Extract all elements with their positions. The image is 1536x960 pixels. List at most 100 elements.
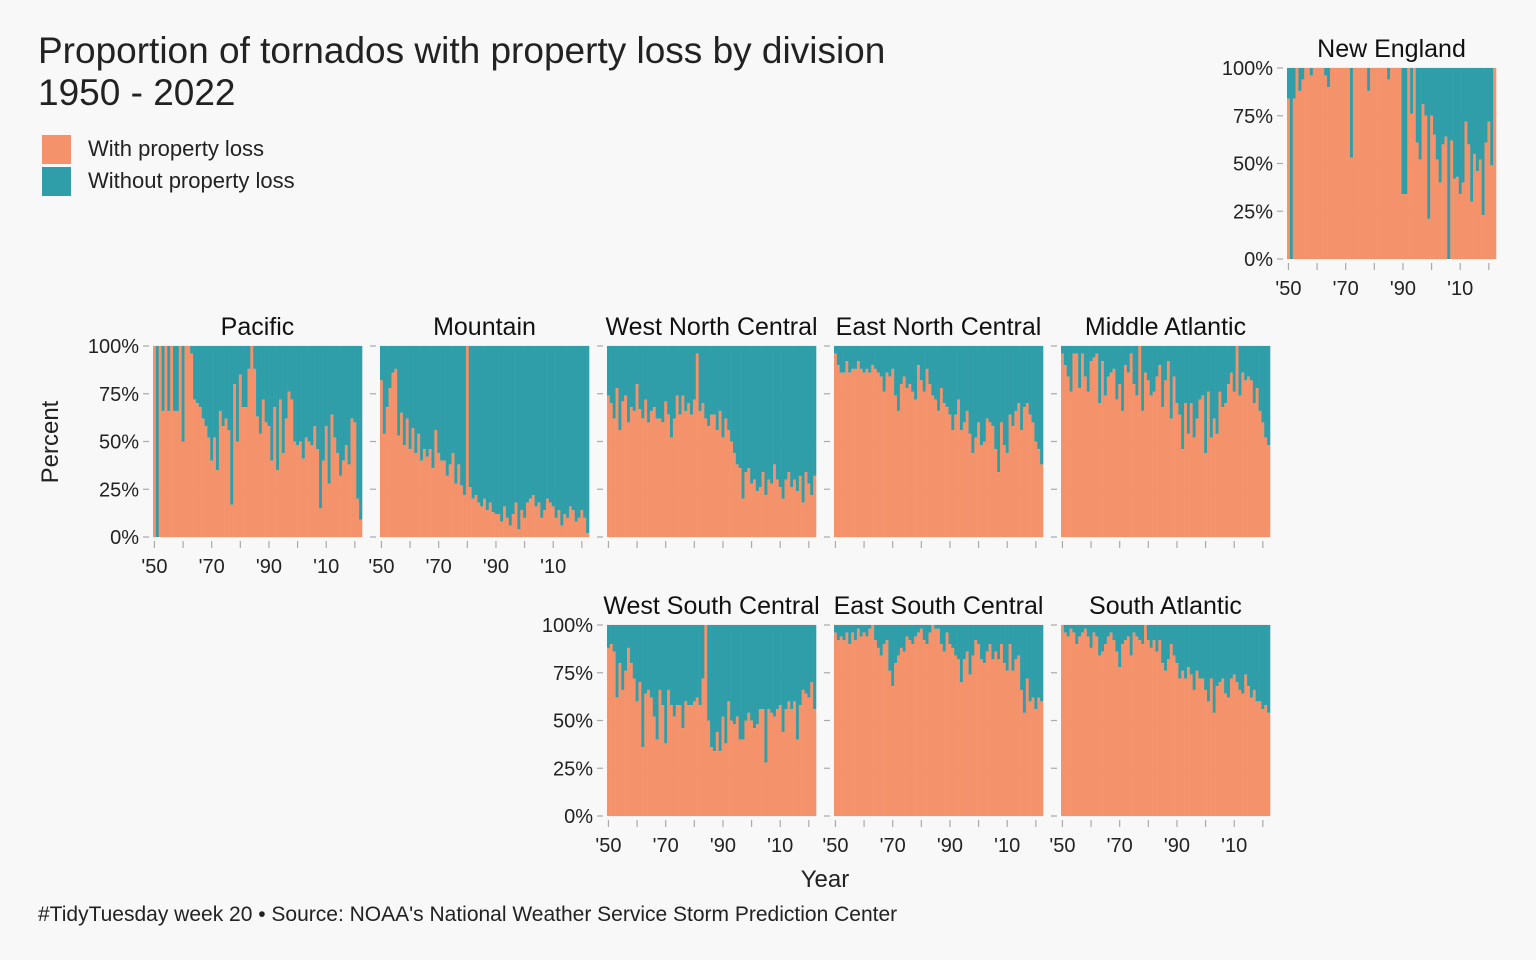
bar-with-loss: [1487, 121, 1491, 259]
bar-with-loss: [954, 655, 958, 816]
bar-with-loss: [868, 628, 872, 816]
bar-without-loss: [316, 346, 320, 450]
legend-swatch-with-loss: [42, 134, 71, 164]
bar-with-loss: [477, 502, 481, 537]
bar-without-loss: [333, 346, 337, 438]
bar-with-loss: [1204, 689, 1208, 816]
bar-without-loss: [1229, 625, 1234, 679]
bar-with-loss: [1481, 215, 1485, 259]
bar-without-loss: [221, 346, 225, 427]
bar-without-loss: [1092, 346, 1096, 358]
bar-with-loss: [730, 720, 734, 816]
bar-without-loss: [1175, 625, 1179, 664]
bar-without-loss: [612, 346, 616, 419]
bar-with-loss: [448, 464, 452, 537]
bar-with-loss: [795, 739, 800, 816]
bar-with-loss: [1118, 384, 1122, 537]
bar-without-loss: [773, 346, 777, 465]
bar-without-loss: [1204, 346, 1208, 453]
bar-with-loss: [899, 384, 904, 537]
bar-with-loss: [1172, 376, 1176, 537]
bar-with-loss: [721, 716, 725, 816]
bar-without-loss: [1289, 68, 1294, 259]
bar-with-loss: [721, 437, 725, 537]
bar-with-loss: [1347, 68, 1351, 259]
bar-without-loss: [301, 346, 306, 459]
bar-with-loss: [778, 705, 782, 816]
bar-without-loss: [707, 346, 711, 427]
bar-without-loss: [813, 346, 817, 476]
bar-with-loss: [442, 460, 447, 537]
bar-without-loss: [1198, 346, 1202, 400]
bar-with-loss: [965, 651, 969, 816]
bar-without-loss: [951, 346, 955, 431]
bar-without-loss: [888, 625, 892, 671]
bar-with-loss: [931, 625, 935, 816]
bar-with-loss: [1401, 194, 1405, 259]
bar-with-loss: [865, 636, 869, 816]
bar-with-loss: [270, 460, 274, 537]
bar-without-loss: [1155, 625, 1159, 652]
bar-without-loss: [730, 625, 734, 721]
bar-with-loss: [732, 724, 737, 816]
bar-with-loss: [942, 403, 946, 537]
bar-without-loss: [896, 346, 901, 411]
bar-without-loss: [480, 346, 484, 507]
bar-without-loss: [954, 346, 958, 415]
bar-without-loss: [1146, 625, 1151, 641]
bar-with-loss: [574, 521, 578, 537]
bar-without-loss: [477, 346, 481, 503]
bar-with-loss: [457, 464, 461, 537]
bar-without-loss: [896, 625, 901, 656]
bar-with-loss: [871, 365, 875, 537]
bar-with-loss: [1218, 391, 1222, 537]
bar-with-loss: [431, 468, 435, 537]
bar-without-loss: [1470, 68, 1474, 202]
bar-with-loss: [1000, 422, 1004, 537]
bar-with-loss: [985, 651, 989, 816]
bar-with-loss: [790, 709, 794, 816]
bar-with-loss: [422, 449, 427, 537]
bar-with-loss: [1249, 380, 1254, 537]
panel-pacific: Pacific '50 '70 '90 '10 0% 25% 50% 75% 100%: [88, 313, 363, 578]
bar-with-loss: [942, 651, 946, 816]
bar-with-loss: [851, 632, 855, 816]
bar-without-loss: [977, 625, 981, 645]
bar-with-loss: [1155, 376, 1159, 537]
bar-without-loss: [1387, 68, 1391, 80]
bar-with-loss: [675, 395, 679, 537]
bar-without-loss: [775, 625, 780, 710]
bar-with-loss: [273, 407, 277, 537]
x-tick-label: '50: [595, 835, 621, 857]
bar-with-loss: [411, 428, 415, 537]
bar-without-loss: [1098, 346, 1102, 404]
bar-with-loss: [1235, 346, 1239, 537]
bar-without-loss: [537, 346, 541, 503]
bar-with-loss: [290, 399, 294, 537]
bar-with-loss: [681, 395, 685, 537]
bar-without-loss: [173, 346, 177, 411]
bar-without-loss: [1481, 68, 1485, 216]
bar-with-loss: [1000, 644, 1004, 816]
bar-without-loss: [632, 346, 636, 411]
bar-with-loss: [523, 517, 527, 537]
bar-without-loss: [985, 625, 989, 652]
bar-without-loss: [871, 346, 875, 366]
bar-without-loss: [1103, 625, 1108, 645]
bar-with-loss: [715, 731, 719, 816]
bar-without-loss: [195, 346, 200, 404]
bar-with-loss: [474, 494, 478, 537]
x-tick-label: '90: [1390, 278, 1416, 300]
bar-without-loss: [324, 346, 328, 427]
bar-without-loss: [534, 346, 538, 507]
bar-with-loss: [1215, 686, 1219, 816]
bar-with-loss: [1192, 689, 1196, 816]
bar-without-loss: [411, 346, 415, 429]
bar-with-loss: [402, 445, 407, 537]
bar-with-loss: [1358, 68, 1362, 259]
bar-without-loss: [1227, 625, 1231, 698]
bar-without-loss: [1005, 346, 1009, 453]
bar-without-loss: [1255, 625, 1259, 702]
bar-without-loss: [994, 625, 998, 652]
bar-with-loss: [681, 728, 685, 816]
